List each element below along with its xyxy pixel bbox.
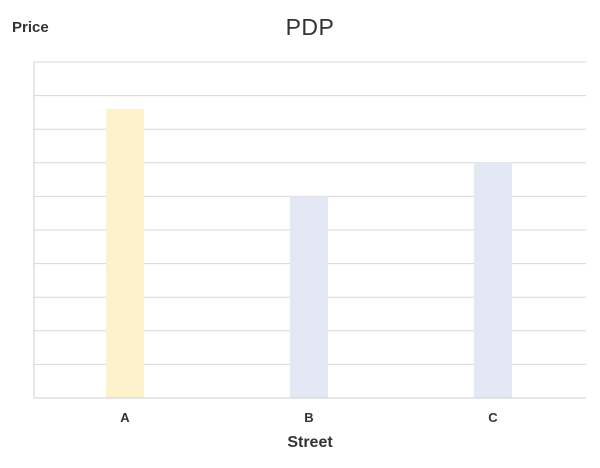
- bar-a[interactable]: [106, 109, 144, 398]
- x-tick-label: B: [304, 410, 313, 425]
- y-axis-label: Price: [12, 19, 49, 36]
- bar-b[interactable]: [290, 196, 328, 398]
- bar-c[interactable]: [474, 162, 512, 398]
- chart-title: PDP: [285, 14, 335, 40]
- x-tick-labels: A B C: [120, 410, 498, 425]
- x-tick-label: A: [120, 410, 130, 425]
- bars: [106, 109, 512, 398]
- x-tick-label: C: [488, 410, 498, 425]
- x-axis-label: Street: [287, 434, 333, 451]
- axes: [33, 62, 586, 399]
